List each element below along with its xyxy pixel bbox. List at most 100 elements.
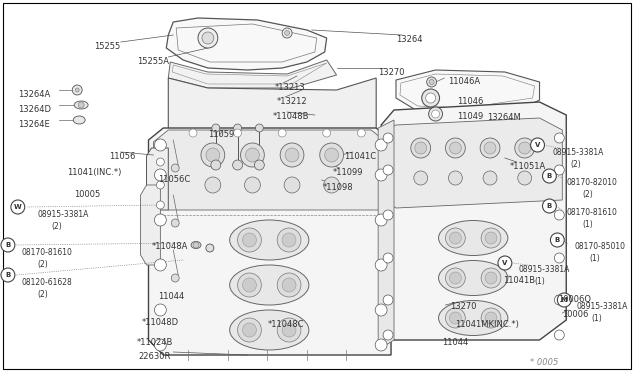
Ellipse shape bbox=[438, 301, 508, 336]
Circle shape bbox=[383, 330, 393, 340]
Text: (2): (2) bbox=[51, 222, 62, 231]
Text: 10005: 10005 bbox=[74, 190, 100, 199]
Circle shape bbox=[481, 308, 501, 328]
Polygon shape bbox=[168, 78, 376, 130]
Circle shape bbox=[323, 129, 331, 137]
Text: 11059: 11059 bbox=[208, 130, 234, 139]
Text: 13264E: 13264E bbox=[18, 120, 49, 129]
Circle shape bbox=[485, 312, 497, 324]
Circle shape bbox=[481, 268, 501, 288]
Text: 11041C: 11041C bbox=[344, 152, 376, 161]
Text: *11024B: *11024B bbox=[136, 338, 173, 347]
Polygon shape bbox=[154, 130, 386, 210]
Circle shape bbox=[11, 200, 25, 214]
Ellipse shape bbox=[438, 221, 508, 256]
Circle shape bbox=[426, 93, 436, 103]
Circle shape bbox=[554, 253, 564, 263]
Circle shape bbox=[193, 242, 199, 248]
Circle shape bbox=[554, 210, 564, 220]
Text: *13213: *13213 bbox=[275, 83, 306, 92]
Text: 11049: 11049 bbox=[458, 112, 484, 121]
Circle shape bbox=[206, 148, 220, 162]
Text: 11046A: 11046A bbox=[449, 77, 481, 86]
Circle shape bbox=[498, 256, 512, 270]
Circle shape bbox=[206, 244, 214, 252]
Circle shape bbox=[255, 160, 264, 170]
Text: 08170-82010: 08170-82010 bbox=[566, 178, 617, 187]
Polygon shape bbox=[396, 70, 540, 115]
Circle shape bbox=[445, 308, 465, 328]
Text: 13270: 13270 bbox=[451, 302, 477, 311]
Circle shape bbox=[324, 177, 340, 193]
Text: 13264: 13264 bbox=[396, 35, 422, 44]
Circle shape bbox=[76, 88, 79, 92]
Bar bbox=[315, 106, 324, 122]
Text: *11051A: *11051A bbox=[510, 162, 546, 171]
Circle shape bbox=[429, 107, 442, 121]
Circle shape bbox=[445, 268, 465, 288]
Bar bbox=[335, 135, 358, 165]
Text: * 0005: * 0005 bbox=[530, 358, 558, 367]
Text: V: V bbox=[502, 260, 508, 266]
Circle shape bbox=[1, 268, 15, 282]
Circle shape bbox=[543, 169, 556, 183]
Circle shape bbox=[449, 272, 461, 284]
Circle shape bbox=[485, 232, 497, 244]
Circle shape bbox=[78, 102, 84, 108]
Circle shape bbox=[445, 138, 465, 158]
Bar bbox=[285, 135, 309, 165]
Circle shape bbox=[172, 274, 179, 282]
Text: 08915-3381A: 08915-3381A bbox=[576, 302, 628, 311]
Circle shape bbox=[383, 165, 393, 175]
Text: 08915-3381A: 08915-3381A bbox=[552, 148, 604, 157]
Text: 08170-85010: 08170-85010 bbox=[574, 242, 625, 251]
Circle shape bbox=[243, 233, 257, 247]
Circle shape bbox=[427, 77, 436, 87]
Text: 11044: 11044 bbox=[158, 292, 185, 301]
Circle shape bbox=[320, 143, 344, 167]
Circle shape bbox=[277, 228, 301, 252]
Circle shape bbox=[285, 31, 289, 35]
Text: 08915-3381A: 08915-3381A bbox=[38, 210, 89, 219]
Circle shape bbox=[237, 273, 261, 297]
Circle shape bbox=[543, 199, 556, 213]
Circle shape bbox=[449, 312, 461, 324]
Bar bbox=[236, 135, 259, 165]
Ellipse shape bbox=[230, 310, 309, 350]
Circle shape bbox=[282, 28, 292, 38]
Polygon shape bbox=[381, 118, 563, 208]
Text: 15255A: 15255A bbox=[136, 57, 168, 66]
Circle shape bbox=[375, 169, 387, 181]
Circle shape bbox=[383, 253, 393, 263]
Circle shape bbox=[449, 232, 461, 244]
Circle shape bbox=[429, 80, 434, 84]
Text: 13270: 13270 bbox=[378, 68, 404, 77]
Bar bbox=[186, 135, 210, 165]
Text: 11041MKINC.*): 11041MKINC.*) bbox=[456, 320, 519, 329]
Circle shape bbox=[234, 124, 241, 132]
Polygon shape bbox=[168, 60, 337, 88]
Circle shape bbox=[72, 85, 82, 95]
Text: 10006Q: 10006Q bbox=[558, 295, 591, 304]
Circle shape bbox=[383, 210, 393, 220]
Text: 13264D: 13264D bbox=[18, 105, 51, 114]
Circle shape bbox=[557, 293, 572, 307]
Circle shape bbox=[282, 323, 296, 337]
Text: (2): (2) bbox=[570, 160, 581, 169]
Circle shape bbox=[357, 129, 365, 137]
Text: *11048A: *11048A bbox=[152, 242, 188, 251]
Circle shape bbox=[480, 138, 500, 158]
Text: *13212: *13212 bbox=[277, 97, 308, 106]
Ellipse shape bbox=[73, 116, 85, 124]
Text: (1): (1) bbox=[582, 220, 593, 229]
Circle shape bbox=[422, 89, 440, 107]
Circle shape bbox=[154, 339, 166, 351]
Circle shape bbox=[550, 233, 564, 247]
Circle shape bbox=[280, 143, 304, 167]
Circle shape bbox=[531, 138, 545, 152]
Circle shape bbox=[375, 259, 387, 271]
Polygon shape bbox=[378, 120, 394, 350]
Circle shape bbox=[211, 160, 221, 170]
Circle shape bbox=[237, 318, 261, 342]
Circle shape bbox=[375, 139, 387, 151]
